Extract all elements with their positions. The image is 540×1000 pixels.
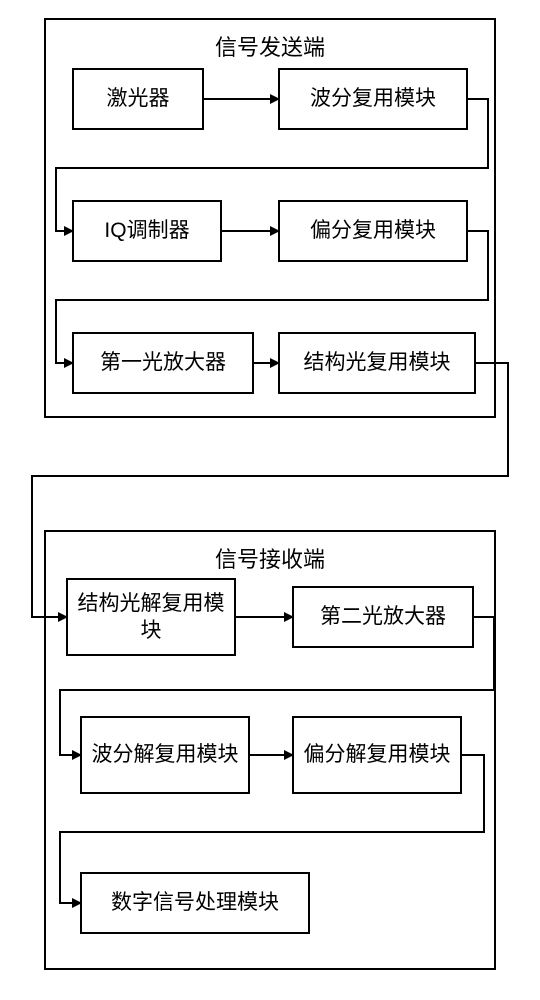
box-struct-mux: 结构光复用模块 bbox=[278, 332, 476, 394]
box-dsp: 数字信号处理模块 bbox=[80, 872, 310, 934]
box-struct-demux: 结构光解复用模块 bbox=[66, 578, 236, 656]
transmitter-title: 信号发送端 bbox=[46, 20, 494, 68]
box-pdm: 偏分复用模块 bbox=[278, 200, 468, 262]
box-wdm-demux: 波分解复用模块 bbox=[80, 716, 250, 794]
receiver-title: 信号接收端 bbox=[46, 532, 494, 580]
box-amp1: 第一光放大器 bbox=[72, 332, 254, 394]
box-pdm-demux: 偏分解复用模块 bbox=[292, 716, 462, 794]
box-amp2: 第二光放大器 bbox=[292, 586, 474, 648]
box-laser: 激光器 bbox=[72, 68, 204, 130]
box-iq-modulator: IQ调制器 bbox=[72, 200, 222, 262]
box-wdm: 波分复用模块 bbox=[278, 68, 468, 130]
